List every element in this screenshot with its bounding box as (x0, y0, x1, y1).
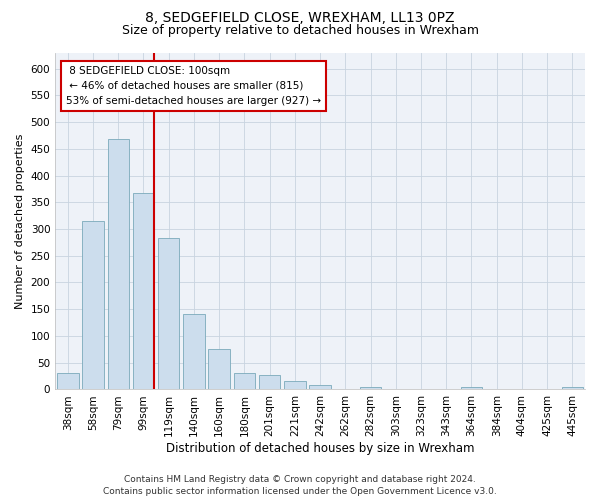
Text: Contains HM Land Registry data © Crown copyright and database right 2024.
Contai: Contains HM Land Registry data © Crown c… (103, 474, 497, 496)
Y-axis label: Number of detached properties: Number of detached properties (15, 134, 25, 308)
Bar (310, 385, 331, 390)
Bar (461, 388, 482, 390)
Text: Size of property relative to detached houses in Wrexham: Size of property relative to detached ho… (121, 24, 479, 37)
Bar (158, 238, 179, 390)
X-axis label: Distribution of detached houses by size in Wrexham: Distribution of detached houses by size … (166, 442, 475, 455)
Bar (57, 374, 79, 390)
Bar (82, 221, 104, 390)
Bar (208, 350, 230, 390)
Bar (233, 374, 255, 390)
Bar (133, 192, 154, 390)
Bar (259, 375, 280, 390)
Bar (562, 387, 583, 390)
Bar (360, 387, 381, 390)
Bar (107, 139, 129, 390)
Text: 8 SEDGEFIELD CLOSE: 100sqm
 ← 46% of detached houses are smaller (815)
53% of se: 8 SEDGEFIELD CLOSE: 100sqm ← 46% of deta… (66, 66, 321, 106)
Text: 8, SEDGEFIELD CLOSE, WREXHAM, LL13 0PZ: 8, SEDGEFIELD CLOSE, WREXHAM, LL13 0PZ (145, 11, 455, 25)
Bar (183, 314, 205, 390)
Bar (284, 382, 305, 390)
